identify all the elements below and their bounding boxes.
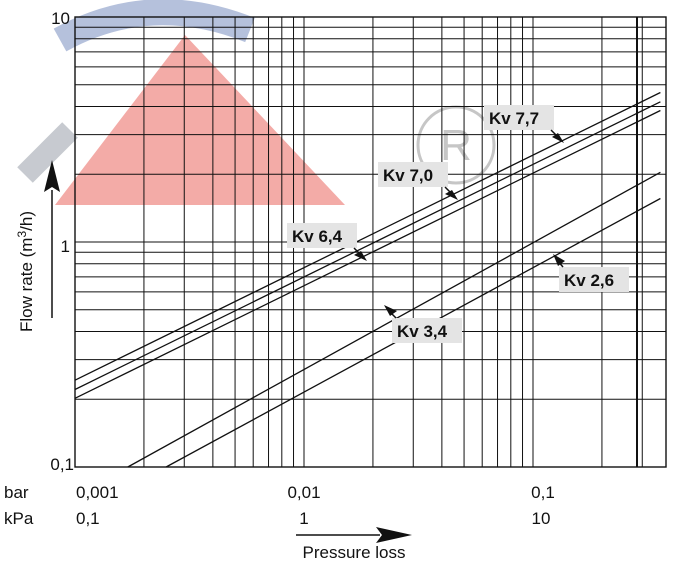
- y-axis-title-sup: 3: [15, 231, 29, 238]
- y-tick-label: 1: [61, 237, 70, 256]
- svg-text:Kv 6,4: Kv 6,4: [292, 227, 343, 246]
- series-line-kv-7-0: [74, 101, 661, 391]
- x-axis-title: Pressure loss: [303, 543, 406, 562]
- x-tick-bar: 0,001: [76, 483, 119, 502]
- x-unit-bar: bar: [4, 483, 29, 502]
- x-axis-arrowhead: [376, 527, 412, 543]
- kv-label-6-4: Kv 6,4: [287, 223, 367, 261]
- svg-text:Kv 3,4: Kv 3,4: [397, 322, 448, 341]
- x-tick-kpa: 0,1: [76, 509, 100, 528]
- kv-label-7-0: Kv 7,0: [378, 162, 458, 200]
- y-axis-title: Flow rate (m3/h): [15, 211, 36, 332]
- x-tick-bar: 0,01: [287, 483, 320, 502]
- x-tick-bar: 0,1: [531, 483, 555, 502]
- svg-text:Kv 2,6: Kv 2,6: [564, 271, 614, 290]
- series-line-kv-6-4: [74, 109, 661, 399]
- y-axis-title-end: /h): [17, 211, 36, 231]
- chart-grid: [75, 17, 666, 467]
- svg-text:R: R: [440, 121, 472, 170]
- y-axis-arrowhead: [44, 160, 60, 192]
- y-axis-title-main: Flow rate (m: [17, 238, 36, 332]
- svg-text:Kv 7,0: Kv 7,0: [383, 166, 433, 185]
- y-tick-label: 10: [51, 9, 70, 28]
- series-line-kv-7-7: [74, 91, 661, 381]
- x-tick-kpa: 1: [299, 509, 308, 528]
- kv-label-3-4: Kv 3,4: [384, 305, 462, 343]
- x-unit-kpa: kPa: [4, 509, 34, 528]
- kv-label-7-7: Kv 7,7: [484, 105, 564, 143]
- watermark-logo: R: [17, 0, 496, 205]
- y-tick-label: 0,1: [50, 455, 74, 474]
- plot-frame: [74, 16, 667, 468]
- kv-label-2-6: Kv 2,6: [553, 254, 629, 292]
- svg-text:Kv 7,7: Kv 7,7: [489, 109, 539, 128]
- x-tick-kpa: 10: [532, 509, 551, 528]
